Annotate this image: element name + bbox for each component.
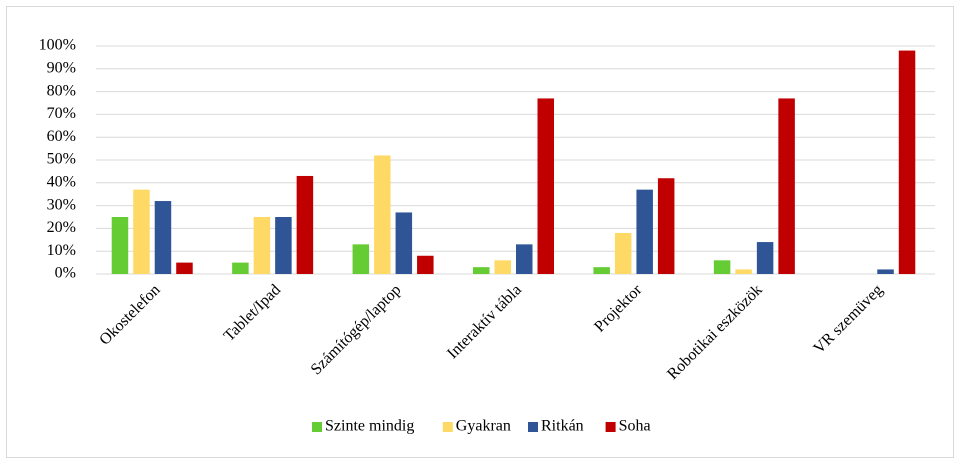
bar (111, 217, 129, 274)
bar (374, 155, 391, 274)
bar (614, 232, 632, 274)
legend-swatch (528, 422, 538, 432)
y-tick-label: 80% (47, 82, 76, 99)
bar (516, 244, 533, 274)
bar (756, 242, 774, 274)
bar (417, 255, 434, 274)
bar (473, 267, 490, 274)
bar (636, 189, 653, 274)
bar (593, 267, 610, 274)
bar (232, 262, 249, 274)
legend-label: Ritkán (541, 418, 584, 435)
bar (133, 189, 150, 274)
bar (296, 175, 314, 274)
y-tick-label: 10% (47, 242, 76, 259)
y-tick-label: 90% (47, 59, 76, 76)
y-tick-label: 30% (47, 196, 76, 213)
bar (537, 98, 554, 274)
bar (713, 260, 731, 274)
y-tick-label: 70% (47, 105, 76, 122)
y-tick-label: 100% (39, 37, 76, 54)
y-tick-label: 40% (47, 173, 76, 190)
legend-label: Soha (619, 418, 651, 435)
bar (657, 178, 675, 274)
legend-swatch (605, 422, 616, 432)
legend-swatch (312, 422, 322, 432)
bar (176, 262, 193, 274)
legend-label: Szinte mindig (325, 418, 414, 435)
bar (898, 50, 916, 275)
y-tick-label: 50% (47, 151, 76, 168)
y-tick-label: 60% (47, 128, 76, 145)
bar (253, 217, 271, 274)
bar (352, 244, 370, 274)
bar (735, 269, 752, 274)
bar (275, 217, 292, 274)
bar (877, 269, 894, 274)
bar (494, 260, 511, 274)
y-tick-label: 20% (47, 219, 76, 236)
y-tick-label: 0% (55, 265, 76, 282)
bar (154, 201, 172, 274)
bar (395, 212, 413, 274)
bar (778, 98, 795, 274)
legend-swatch (442, 422, 453, 432)
legend-label: Gyakran (456, 418, 511, 435)
